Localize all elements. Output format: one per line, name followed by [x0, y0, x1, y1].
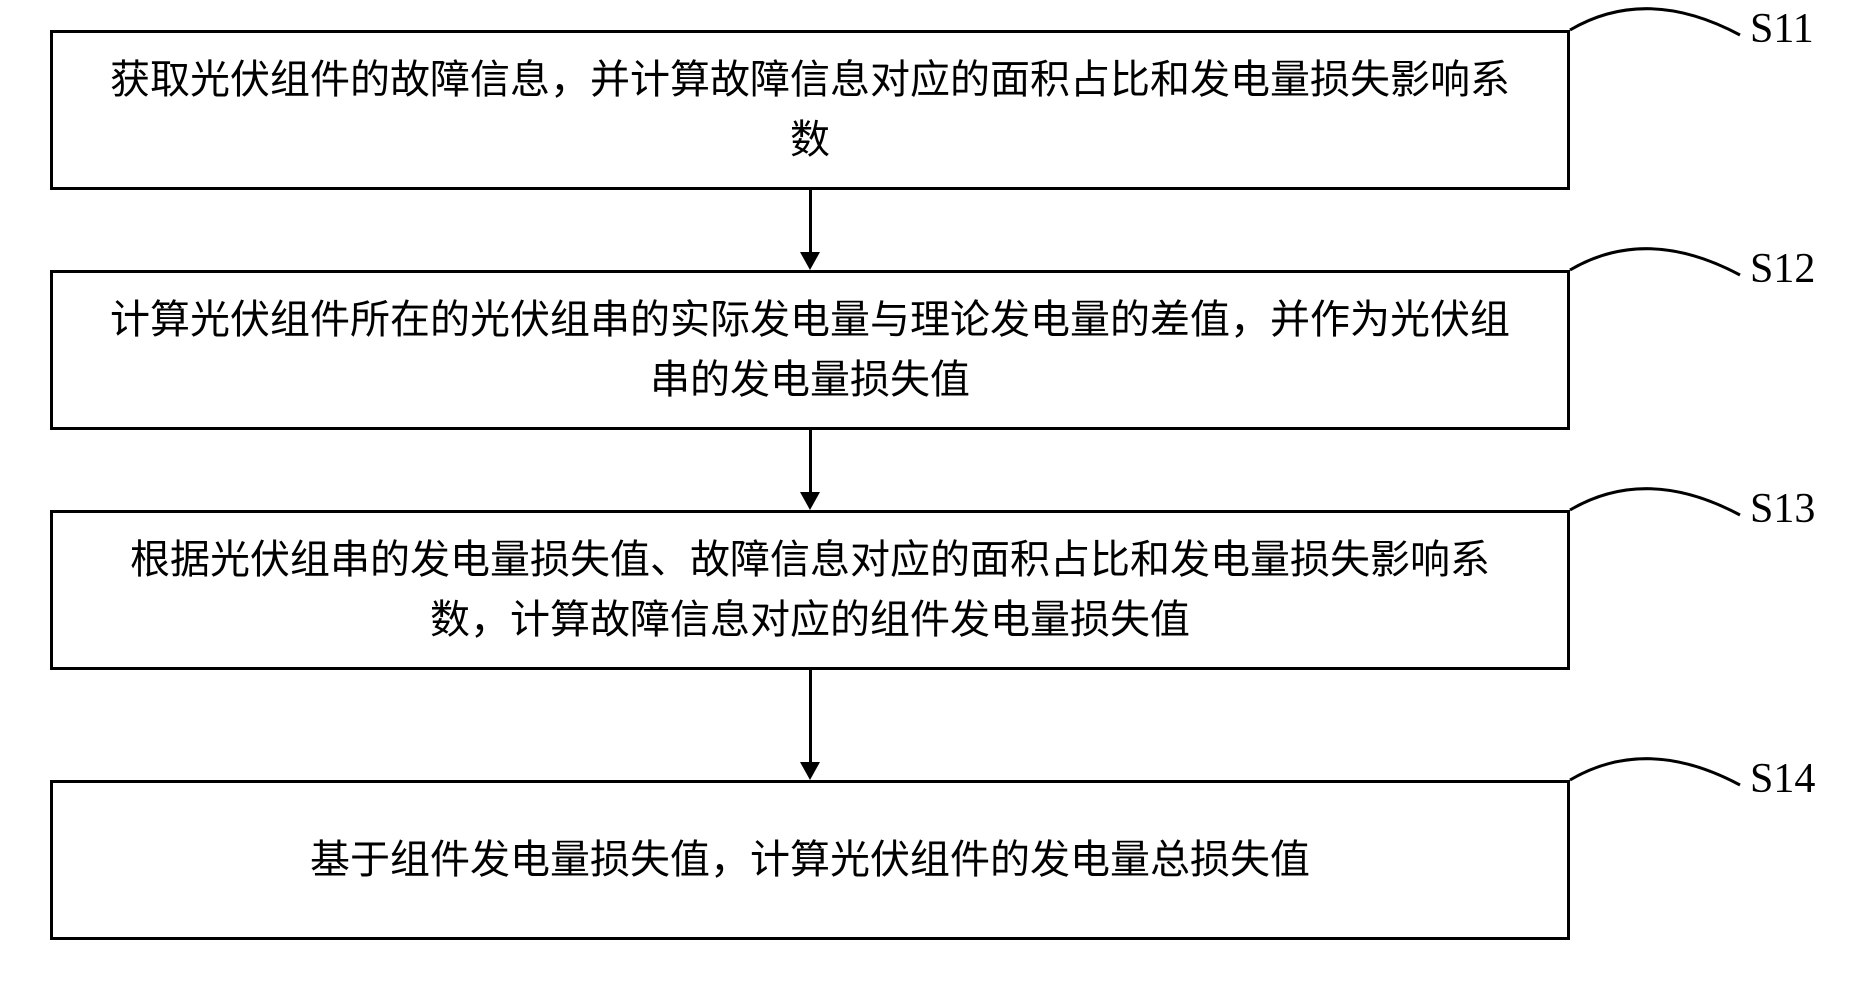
node-label-s11: S11 [1750, 5, 1814, 53]
arrow-s11-s12-line [809, 190, 812, 254]
node-label-s14: S14 [1750, 755, 1815, 803]
node-label-s12: S12 [1750, 245, 1815, 293]
flow-node-s12: 计算光伏组件所在的光伏组串的实际发电量与理论发电量的差值，并作为光伏组串的发电量… [50, 270, 1570, 430]
node-label-s13: S13 [1750, 485, 1815, 533]
arrow-s12-s13-head [800, 492, 820, 510]
flow-node-s13: 根据光伏组串的发电量损失值、故障信息对应的面积占比和发电量损失影响系数，计算故障… [50, 510, 1570, 670]
flow-node-s11: 获取光伏组件的故障信息，并计算故障信息对应的面积占比和发电量损失影响系数 [50, 30, 1570, 190]
flow-node-s14: 基于组件发电量损失值，计算光伏组件的发电量总损失值 [50, 780, 1570, 940]
arrow-s11-s12-head [800, 252, 820, 270]
arrow-s13-s14-line [809, 670, 812, 764]
arrow-s12-s13-line [809, 430, 812, 494]
arrow-s13-s14-head [800, 762, 820, 780]
